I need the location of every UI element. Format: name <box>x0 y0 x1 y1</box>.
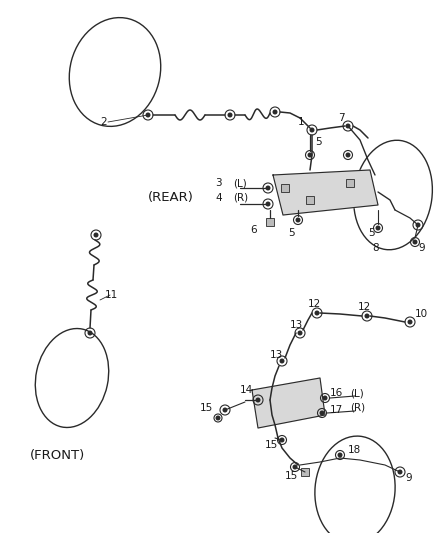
Circle shape <box>346 124 350 128</box>
Circle shape <box>308 153 312 157</box>
Text: 9: 9 <box>418 243 424 253</box>
Circle shape <box>296 218 300 222</box>
Text: (R): (R) <box>350 403 365 413</box>
Text: (REAR): (REAR) <box>148 191 194 205</box>
Circle shape <box>146 113 150 117</box>
Circle shape <box>228 113 232 117</box>
Circle shape <box>266 202 270 206</box>
Circle shape <box>320 411 324 415</box>
Circle shape <box>223 408 227 412</box>
Circle shape <box>346 153 350 157</box>
Circle shape <box>266 186 270 190</box>
Text: 10: 10 <box>415 309 428 319</box>
Bar <box>306 196 314 204</box>
Circle shape <box>88 331 92 335</box>
Polygon shape <box>273 170 378 215</box>
Polygon shape <box>252 378 325 428</box>
Bar <box>281 184 289 192</box>
Text: 12: 12 <box>308 299 321 309</box>
Text: 4: 4 <box>215 193 222 203</box>
Circle shape <box>280 438 284 442</box>
Circle shape <box>416 223 420 227</box>
Circle shape <box>293 465 297 469</box>
Text: 15: 15 <box>200 403 213 413</box>
Circle shape <box>280 359 284 363</box>
Text: 15: 15 <box>265 440 278 450</box>
Text: 9: 9 <box>405 473 412 483</box>
Text: 6: 6 <box>250 225 257 235</box>
Circle shape <box>398 470 402 474</box>
Circle shape <box>315 311 319 315</box>
Text: 17: 17 <box>330 405 343 415</box>
Circle shape <box>338 453 342 457</box>
Text: 5: 5 <box>288 228 295 238</box>
Text: (L): (L) <box>350 388 364 398</box>
Text: 12: 12 <box>358 302 371 312</box>
Text: 13: 13 <box>290 320 303 330</box>
Circle shape <box>273 110 277 114</box>
Text: 2: 2 <box>100 117 106 127</box>
Circle shape <box>94 233 98 237</box>
Bar <box>346 179 354 187</box>
Text: 5: 5 <box>368 228 374 238</box>
Text: (FRONT): (FRONT) <box>30 448 85 462</box>
Circle shape <box>376 226 380 230</box>
Circle shape <box>298 331 302 335</box>
Circle shape <box>216 416 220 420</box>
Bar <box>301 468 309 476</box>
Circle shape <box>413 240 417 244</box>
Text: 14: 14 <box>240 385 253 395</box>
Text: 7: 7 <box>338 113 345 123</box>
Bar <box>266 218 274 226</box>
Text: 5: 5 <box>315 137 321 147</box>
Circle shape <box>256 398 260 402</box>
Text: 8: 8 <box>372 243 378 253</box>
Text: 1: 1 <box>298 117 304 127</box>
Text: (R): (R) <box>233 193 248 203</box>
Circle shape <box>310 128 314 132</box>
Text: 13: 13 <box>270 350 283 360</box>
Text: 15: 15 <box>285 471 298 481</box>
Circle shape <box>408 320 412 324</box>
Text: 11: 11 <box>105 290 118 300</box>
Circle shape <box>323 396 327 400</box>
Text: 18: 18 <box>348 445 361 455</box>
Text: 16: 16 <box>330 388 343 398</box>
Text: (L): (L) <box>233 178 247 188</box>
Text: 3: 3 <box>215 178 222 188</box>
Circle shape <box>365 314 369 318</box>
